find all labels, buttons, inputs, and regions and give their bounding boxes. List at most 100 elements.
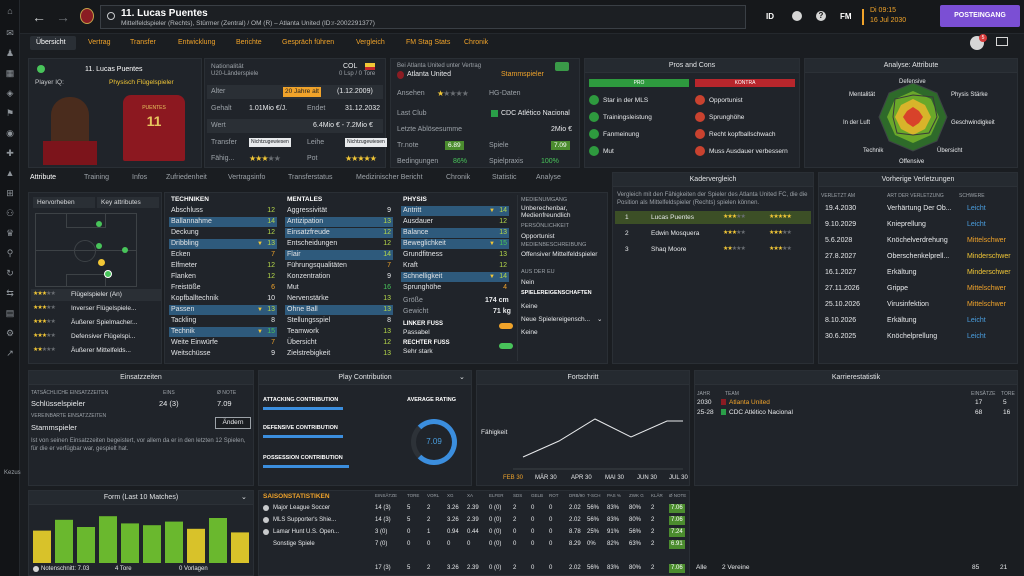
club-icon[interactable]: ◈ [6, 88, 14, 98]
attr-row[interactable]: Ecken 7 [169, 250, 277, 260]
attr-row[interactable]: Weite Einwürfe 7 [169, 338, 277, 348]
attr-row[interactable]: Freistöße 6 [169, 283, 277, 293]
subtab-training[interactable]: Training [84, 174, 110, 181]
attr-row[interactable]: Sprunghöhe 4 [401, 283, 509, 293]
injury-row[interactable]: 27.8.2027 Oberschenkelprell... Mindersch… [819, 251, 1017, 262]
attr-row[interactable]: Flanken 12 [169, 272, 277, 282]
ball-icon[interactable] [792, 11, 802, 21]
form-bar[interactable] [121, 523, 139, 563]
compare-name-1[interactable]: Lucas Puentes [651, 214, 695, 221]
attr-row[interactable]: Grundfitness 13 [401, 250, 509, 260]
form-bar[interactable] [143, 525, 161, 563]
squad-icon[interactable]: ♟ [5, 48, 15, 58]
form-bar[interactable] [33, 530, 51, 563]
team-name[interactable]: Atlanta United [407, 71, 451, 78]
attr-row[interactable]: Konzentration 9 [285, 272, 393, 282]
role-1[interactable]: Flügelspieler (An) [71, 291, 122, 298]
calendar-icon[interactable]: ▦ [5, 68, 15, 78]
back-arrow-icon[interactable]: ← [32, 9, 46, 25]
attr-row[interactable]: Weitschüsse 9 [169, 349, 277, 359]
form-bar[interactable] [209, 518, 227, 563]
transfer-icon[interactable]: ⇆ [6, 288, 14, 298]
forward-arrow-icon[interactable]: → [56, 9, 70, 25]
tab-uebersicht[interactable]: Übersicht [36, 39, 66, 46]
change-button[interactable]: Ändern [215, 417, 251, 429]
inbox-button[interactable]: POSTEINGANG [940, 5, 1020, 27]
attr-row[interactable]: Deckung 12 [169, 228, 277, 238]
chevron-down-icon[interactable]: ⌄ [459, 374, 465, 381]
subtab-medical[interactable]: Medizinischer Bericht [356, 174, 423, 181]
role-row-active[interactable] [31, 289, 161, 301]
attr-row[interactable]: Passen ▼ 13 [169, 305, 277, 315]
last-club-value[interactable]: CDC Atlético Nacional [501, 110, 570, 117]
refresh-icon[interactable]: ↻ [6, 268, 14, 278]
role-5[interactable]: Äußerer Mittelfelds... [71, 347, 131, 354]
attr-row[interactable]: Elfmeter 12 [169, 261, 277, 271]
attr-row[interactable]: Einsatzfreude 12 [285, 228, 393, 238]
attr-row[interactable]: Balance 13 [401, 228, 509, 238]
attr-row[interactable]: Teamwork 13 [285, 327, 393, 337]
stats-icon[interactable]: ◉ [6, 128, 14, 138]
tab-fm-stag[interactable]: FM Stag Stats [406, 39, 451, 46]
role-3[interactable]: Äußerer Spielmacher... [71, 319, 138, 326]
id-button[interactable]: ID [766, 12, 774, 21]
attr-row[interactable]: Dribbling ▼ 13 [169, 239, 277, 249]
chevron-down-icon[interactable]: ⌄ [597, 316, 603, 323]
attr-row[interactable]: Technik ▼ 15 [169, 327, 277, 337]
compare-row-active[interactable] [615, 211, 811, 224]
attr-row[interactable]: Tackling 8 [169, 316, 277, 326]
form-bar[interactable] [231, 532, 249, 563]
form-bar[interactable] [165, 521, 183, 563]
subtab-zufriedenheit[interactable]: Zufriedenheit [166, 174, 207, 181]
season-row[interactable]: Major League Soccer 14 (3) 5 2 3.26 2.39 0 (0)… [259, 503, 691, 514]
status-toggle[interactable] [555, 62, 569, 71]
attr-row[interactable]: Schnelligkeit ▼ 14 [401, 272, 509, 282]
dynamics-icon[interactable]: ⚙ [5, 328, 15, 338]
attr-row[interactable]: Zielstrebigkeit 13 [285, 349, 393, 359]
subtab-infos[interactable]: Infos [132, 174, 148, 181]
search-icon[interactable]: ⚲ [6, 248, 14, 258]
career-team-1[interactable]: Atlanta United [729, 399, 770, 406]
career-team-2[interactable]: CDC Atlético Nacional [729, 409, 793, 416]
tab-transfer[interactable]: Transfer [130, 39, 156, 46]
home-icon[interactable]: ⌂ [7, 6, 13, 16]
injury-row[interactable]: 8.10.2026 Erkältung Leicht [819, 315, 1017, 326]
season-stats-title[interactable]: SAISONSTATISTIKEN [263, 493, 330, 500]
season-row[interactable]: MLS Supporter's Shie... 14 (3) 5 2 3.26 2.39 0… [259, 515, 691, 526]
tactics-icon[interactable]: ✚ [6, 148, 14, 158]
injury-row[interactable]: 27.11.2026 Grippe Mittelschwer [819, 283, 1017, 294]
season-row[interactable]: Lamar Hunt U.S. Open... 3 (0) 0 1 0.94 0.44 0 … [259, 527, 691, 538]
key-attributes-dropdown[interactable]: Key attributes [97, 197, 159, 208]
attr-row[interactable]: Stellungsspiel 8 [285, 316, 393, 326]
injury-row[interactable]: 25.10.2026 Virusinfektion Mittelschwer [819, 299, 1017, 310]
leihe-value[interactable]: Nichtzugewiesen [345, 138, 387, 147]
search-icon[interactable] [107, 12, 115, 20]
subtab-attribute[interactable]: Attribute [30, 174, 57, 181]
subtab-chronik[interactable]: Chronik [446, 174, 471, 181]
tab-vertrag[interactable]: Vertrag [88, 39, 111, 46]
finance-icon[interactable]: ⊞ [6, 188, 14, 198]
attr-row[interactable]: Aggressivität 9 [285, 206, 393, 216]
fm-button[interactable]: FM [840, 12, 852, 21]
compare-name-2[interactable]: Edwin Mosquera [651, 230, 700, 237]
subtab-analyse[interactable]: Analyse [536, 174, 561, 181]
compare-name-3[interactable]: Shaq Moore [651, 246, 687, 253]
trophy-icon[interactable]: ♛ [5, 228, 15, 238]
attr-row[interactable]: Ausdauer 12 [401, 217, 509, 227]
graph-icon[interactable]: ↗ [6, 348, 14, 358]
attr-row[interactable]: Führungsqualitäten 7 [285, 261, 393, 271]
attr-row[interactable]: Abschluss 12 [169, 206, 277, 216]
news-icon[interactable]: ▤ [5, 308, 15, 318]
attr-row[interactable]: Flair 14 [285, 250, 393, 260]
scouting-icon[interactable]: ⚇ [5, 208, 15, 218]
attr-row[interactable]: Mut 16 [285, 283, 393, 293]
attr-row[interactable]: Übersicht 12 [285, 338, 393, 348]
new-traits-dropdown[interactable]: Neue Spielereigensch... [521, 316, 591, 323]
tab-berichte[interactable]: Berichte [236, 39, 262, 46]
form-bar[interactable] [55, 519, 73, 563]
attr-row[interactable]: Kopfballtechnik 10 [169, 294, 277, 304]
monitor-icon[interactable] [996, 37, 1008, 46]
transfer-value[interactable]: Nichtzugewiesen [249, 138, 291, 147]
form-bar[interactable] [77, 527, 95, 563]
help-icon[interactable]: ? [816, 11, 826, 21]
